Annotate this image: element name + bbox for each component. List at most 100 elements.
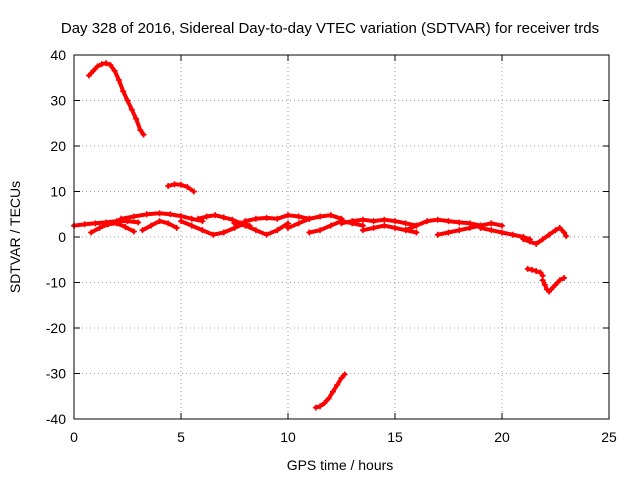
data-point <box>509 231 516 238</box>
data-point <box>165 183 172 190</box>
data-point <box>381 222 388 229</box>
data-point <box>488 220 495 227</box>
data-point <box>107 62 114 69</box>
data-point <box>317 403 324 410</box>
data-point <box>88 229 95 236</box>
data-point <box>317 213 324 220</box>
x-tick-label: 0 <box>70 429 78 445</box>
data-point <box>327 222 334 229</box>
data-point <box>274 215 281 222</box>
data-point <box>295 213 302 220</box>
data-point <box>118 215 125 222</box>
data-point <box>321 400 328 407</box>
data-point <box>466 224 473 231</box>
series-arc-neg-b <box>539 274 568 295</box>
data-point <box>90 67 97 74</box>
data-point <box>370 218 377 225</box>
data-point <box>325 395 332 402</box>
data-point <box>533 240 540 247</box>
data-point <box>563 233 570 240</box>
data-point <box>552 227 559 234</box>
data-point <box>306 215 313 222</box>
data-point <box>263 231 270 238</box>
series-trace <box>87 61 146 137</box>
data-point <box>105 221 112 228</box>
data-point <box>561 229 568 236</box>
y-tick-label: -20 <box>46 320 66 336</box>
data-point <box>229 216 236 223</box>
data-point <box>130 228 137 235</box>
data-point <box>190 188 197 195</box>
data-point <box>499 222 505 229</box>
x-tick-label: 10 <box>280 429 296 445</box>
y-tick-label: -30 <box>46 366 66 382</box>
x-tick-label: 20 <box>494 429 510 445</box>
data-point <box>424 218 431 225</box>
data-point <box>338 220 345 227</box>
data-point <box>456 219 463 226</box>
data-point <box>156 218 163 225</box>
data-point <box>156 210 163 217</box>
data-point <box>130 213 137 220</box>
data-point <box>392 218 398 225</box>
data-point <box>81 221 88 228</box>
data-point <box>359 216 366 223</box>
y-tick-label: 10 <box>50 184 66 200</box>
data-point <box>528 266 535 273</box>
data-point <box>178 213 184 220</box>
data-point <box>370 224 377 231</box>
data-point <box>306 229 313 236</box>
data-point <box>120 88 127 95</box>
data-point <box>334 381 341 388</box>
series-arc-low <box>312 371 348 411</box>
series-trace <box>89 221 136 235</box>
data-point <box>122 223 129 230</box>
data-point <box>539 236 546 243</box>
x-axis-label: GPS time / hours <box>287 457 394 473</box>
data-point <box>184 183 191 190</box>
data-point <box>445 218 452 225</box>
y-tick-label: 40 <box>50 47 66 63</box>
data-point <box>173 224 180 231</box>
series-band-15 <box>477 224 533 243</box>
data-point <box>520 234 527 240</box>
data-point <box>539 277 546 284</box>
data-point <box>212 212 219 219</box>
data-point <box>135 219 142 226</box>
x-tick-label: 5 <box>177 429 185 445</box>
data-point <box>113 220 120 227</box>
data-point <box>195 215 202 222</box>
data-point <box>413 229 420 236</box>
series-band-1 <box>71 218 142 229</box>
data-point <box>148 222 155 229</box>
y-tick-label: 30 <box>50 93 66 109</box>
data-point <box>548 286 555 293</box>
y-tick-label: 20 <box>50 138 66 154</box>
data-point <box>94 63 101 70</box>
data-point <box>252 227 259 234</box>
data-point <box>381 216 388 223</box>
x-tick-label: 15 <box>387 429 403 445</box>
series-band-14 <box>434 220 505 238</box>
data-point <box>338 375 345 382</box>
series-band-9 <box>285 212 345 231</box>
data-point <box>392 224 398 231</box>
series-arc-high <box>85 60 147 138</box>
data-point <box>220 229 227 236</box>
data-point <box>524 265 531 272</box>
data-point <box>188 215 195 222</box>
data-point <box>359 227 366 234</box>
data-point <box>552 281 559 288</box>
data-point <box>556 224 563 231</box>
data-point <box>556 277 563 284</box>
data-point <box>285 212 291 219</box>
data-point <box>124 97 131 104</box>
data-point <box>488 227 495 234</box>
data-point <box>445 229 452 236</box>
series-band-2 <box>88 220 137 236</box>
y-tick-label: -10 <box>46 275 66 291</box>
axis-ticks: 0 5 10 15 20 25 -40 -30 -20 -10 0 10 20 30 40 <box>46 47 617 445</box>
data-point <box>165 220 172 227</box>
data-point <box>456 227 463 234</box>
data-point <box>188 222 195 229</box>
